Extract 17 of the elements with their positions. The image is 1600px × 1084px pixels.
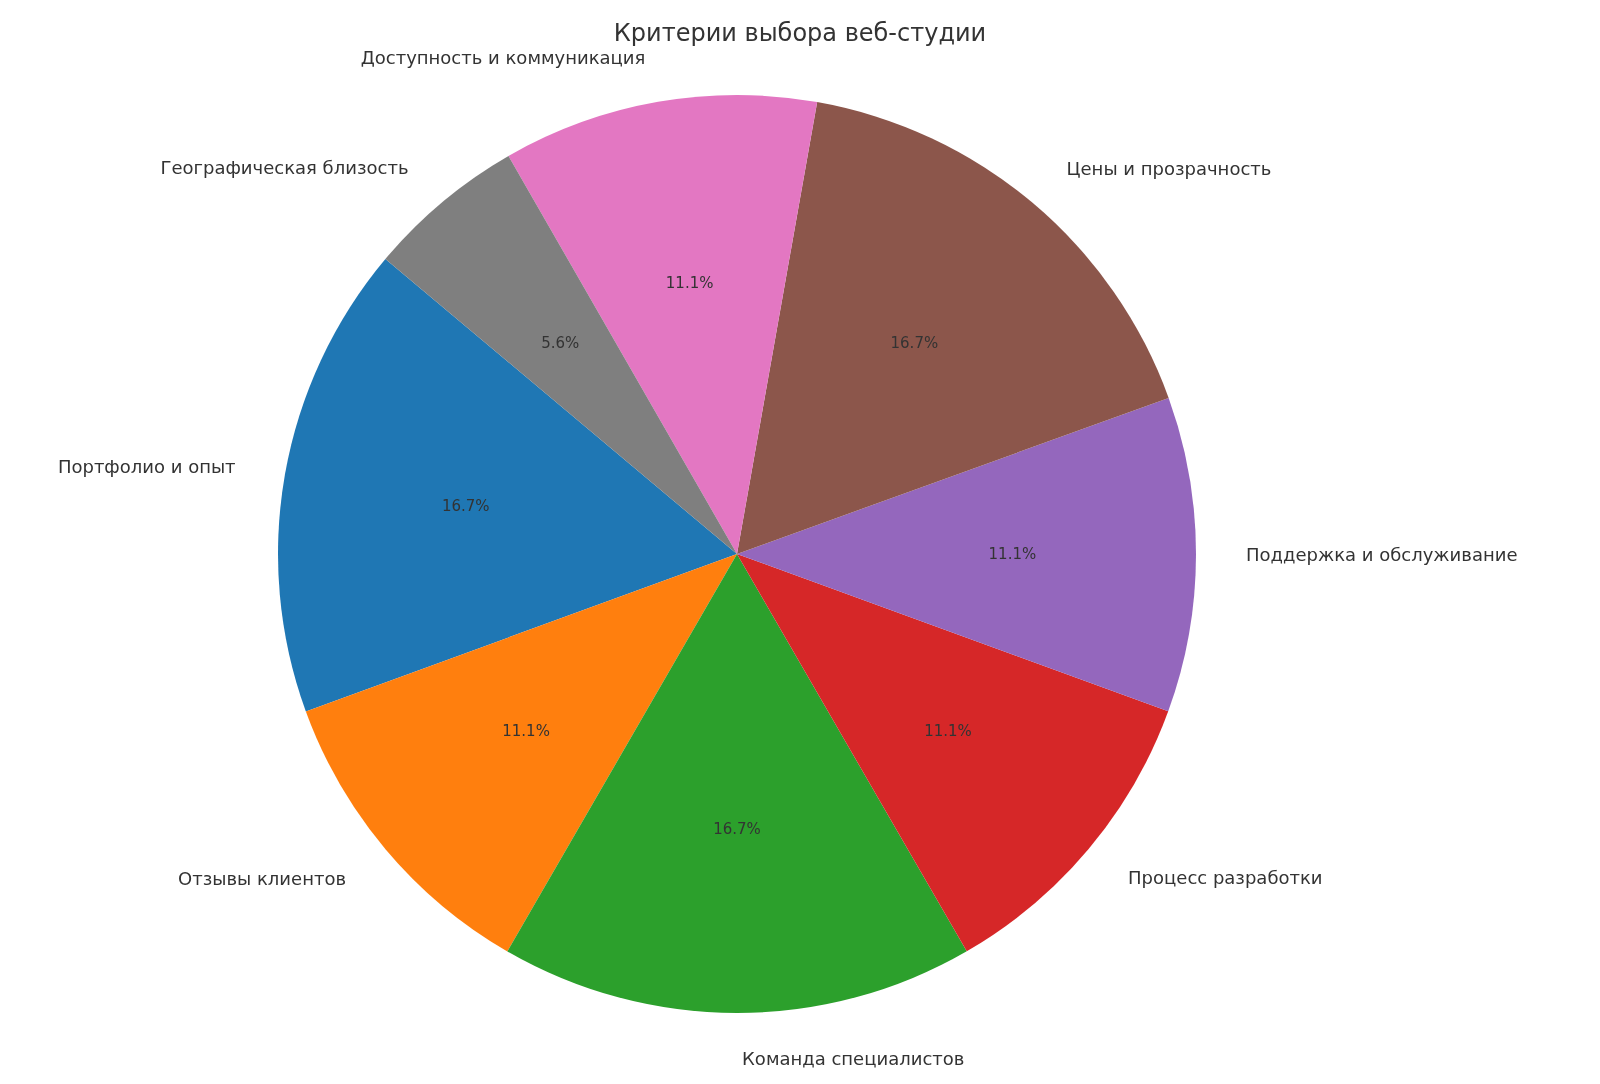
data-label: 16.7% [441, 497, 490, 516]
slice-label: Поддержка и обслуживание [1246, 544, 1518, 566]
slice-label: Цены и прозрачность [1066, 157, 1272, 179]
data-label: 11.1% [988, 545, 1037, 564]
chart-title: Критерии выбора веб-студии [613, 19, 987, 47]
slice-label: Доступность и коммуникация [360, 47, 646, 69]
slice-label: Команда специалистов [742, 1047, 965, 1069]
slice-label: Географическая близость [160, 157, 409, 179]
data-label: 16.7% [890, 334, 939, 353]
data-label: 11.1% [924, 722, 972, 741]
data-label: 11.1% [665, 273, 714, 292]
slice-label: Процесс разработки [1128, 867, 1323, 889]
data-label: 5.6% [541, 333, 580, 352]
data-label: 11.1% [502, 722, 550, 741]
slice-label: Портфолио и опыт [57, 456, 236, 478]
data-label: 16.7% [713, 820, 761, 839]
slice-label: Отзывы клиентов [178, 867, 347, 889]
